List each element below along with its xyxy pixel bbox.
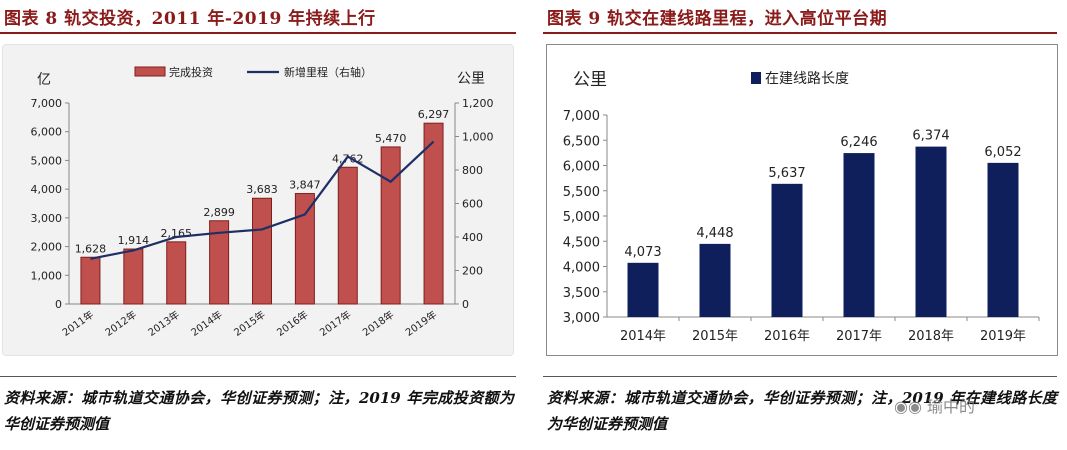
investment-bar-label: 3,683 (246, 183, 278, 196)
construction-length-bar-label: 6,374 (912, 129, 949, 144)
x-tick-label: 2014年 (620, 329, 666, 344)
construction-length-bar (915, 146, 947, 317)
wechat-icon: ◉◉ (894, 397, 922, 416)
investment-bar (80, 256, 101, 305)
x-tick-label: 2017年 (836, 329, 882, 344)
y-tick-label: 4,000 (563, 261, 600, 276)
left-y-axis-unit: 亿 (37, 72, 51, 88)
figure-9-source-note: 资料来源：城市轨道交通协会，华创证券预测；注，2019 年在建线路长度为华创证券… (547, 389, 1057, 433)
right-y-axis-unit: 公里 (457, 71, 485, 87)
y-tick-label: 5,500 (563, 185, 600, 200)
construction-length-bar-label: 4,448 (696, 226, 733, 241)
figure-9-chart-area: 3,000 3,500 4,000 4,500 5,000 5,500 6,000 6,500… (546, 44, 1058, 356)
right-y-tick-label: 1,200 (462, 97, 494, 110)
investment-bar-label: 1,914 (118, 234, 150, 247)
figure-9-title: 图表 9 轨交在建线路里程，进入高位平台期 (547, 9, 888, 29)
construction-length-bar-label: 4,073 (624, 245, 661, 260)
y-tick-label: 3,000 (563, 311, 600, 326)
x-tick-label: 2018年 (908, 329, 954, 344)
x-tick-label: 2019年 (980, 329, 1026, 344)
construction-length-bar (771, 183, 803, 317)
left-y-tick-label: 5,000 (31, 154, 63, 167)
figure-8-chart-area: 0 1,000 2,000 3,000 4,000 5,000 6,000 7,000 0 200… (2, 44, 514, 356)
x-tick-label: 2015年 (231, 308, 267, 339)
figure-9-source-rule (543, 376, 1057, 377)
y-tick-label: 5,000 (563, 210, 600, 225)
x-tick-label: 2014年 (188, 308, 224, 339)
x-tick-label: 2015年 (692, 329, 738, 344)
construction-length-bar-label: 6,246 (840, 135, 877, 150)
figure-9-title-rule (543, 32, 1057, 34)
construction-length-bar (627, 262, 659, 317)
right-y-tick-label: 400 (462, 231, 483, 244)
investment-bar (337, 166, 358, 305)
investment-bar (123, 248, 144, 305)
y-tick-label: 3,500 (563, 286, 600, 301)
x-tick-label: 2017年 (317, 308, 353, 339)
new-mileage-line (90, 140, 435, 260)
investment-bar (423, 122, 444, 305)
x-tick-label: 2016年 (274, 308, 310, 339)
figure-8-panel: 图表 8 轨交投资，2011 年-2019 年持续上行 0 1,000 2,000 3… (0, 0, 522, 450)
construction-length-chart: 3,000 3,500 4,000 4,500 5,000 5,500 6,000 6,500… (563, 70, 1040, 344)
x-tick-label: 2013年 (145, 308, 181, 339)
investment-bar (252, 197, 272, 305)
left-y-tick-label: 7,000 (31, 97, 63, 110)
investment-bar (294, 193, 315, 305)
y-tick-label: 7,000 (563, 109, 600, 124)
left-y-tick-label: 4,000 (31, 183, 63, 196)
legend-bar-label: 完成投资 (169, 65, 213, 79)
left-y-tick-label: 1,000 (31, 269, 63, 282)
investment-bar-label: 1,628 (75, 242, 107, 255)
figure-8-source-note: 资料来源：城市轨道交通协会，华创证券预测；注，2019 年完成投资额为华创证券预… (4, 389, 514, 433)
left-y-tick-label: 3,000 (31, 212, 63, 225)
investment-bar (380, 146, 401, 305)
right-y-tick-label: 200 (462, 265, 483, 278)
construction-length-bar (843, 153, 875, 317)
investment-bar (166, 241, 187, 305)
construction-length-bar-label: 5,637 (768, 166, 805, 181)
y-tick-label: 4,500 (563, 235, 600, 250)
x-tick-label: 2012年 (103, 308, 139, 339)
right-y-tick-label: 0 (462, 298, 469, 311)
x-tick-label: 2019年 (403, 308, 439, 339)
investment-mileage-chart: 0 1,000 2,000 3,000 4,000 5,000 6,000 7,000 0 200… (31, 65, 494, 339)
right-y-tick-label: 600 (462, 198, 483, 211)
figure-8-title: 图表 8 轨交投资，2011 年-2019 年持续上行 (4, 9, 376, 29)
investment-bar-label: 2,899 (203, 206, 235, 219)
legend-line-label: 新增里程（右轴） (284, 65, 372, 79)
watermark-text: 瑜中的 (927, 397, 976, 416)
x-tick-label: 2011年 (60, 308, 96, 339)
x-tick-label: 2016年 (764, 329, 810, 344)
wechat-watermark: ◉◉ 瑜中的 (894, 393, 975, 417)
legend-label: 在建线路长度 (765, 71, 849, 87)
figure-9-panel: 图表 9 轨交在建线路里程，进入高位平台期 3,000 3,500 4,000 4,5… (543, 0, 1067, 450)
legend-bar-swatch (134, 66, 166, 77)
construction-length-bar-label: 6,052 (984, 145, 1021, 160)
y-axis-unit: 公里 (573, 70, 607, 90)
left-y-tick-label: 0 (55, 298, 62, 311)
left-y-tick-label: 6,000 (31, 126, 63, 139)
y-tick-label: 6,500 (563, 134, 600, 149)
x-tick-label: 2018年 (360, 308, 396, 339)
investment-bar-label: 3,847 (289, 179, 321, 192)
right-y-tick-label: 1,000 (462, 131, 494, 144)
investment-bar-label: 6,297 (418, 108, 450, 121)
legend-swatch (751, 72, 761, 84)
investment-bar (209, 220, 230, 305)
y-tick-label: 6,000 (563, 160, 600, 175)
right-y-tick-label: 800 (462, 164, 483, 177)
construction-length-bar (699, 243, 731, 317)
figure-8-source-rule (0, 376, 516, 377)
figure-8-title-rule (0, 32, 516, 34)
investment-bar-label: 5,470 (375, 132, 407, 145)
construction-length-bar (987, 162, 1019, 317)
left-y-tick-label: 2,000 (31, 241, 63, 254)
